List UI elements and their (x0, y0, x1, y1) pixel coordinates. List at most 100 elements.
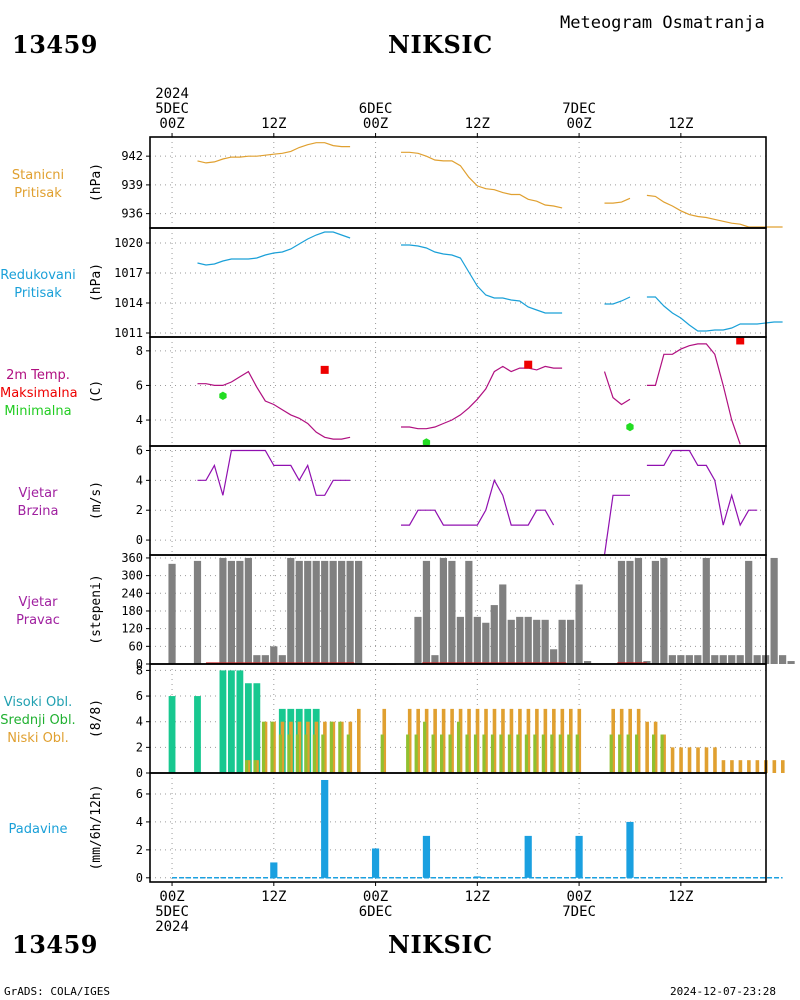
y-tick-label: 300 (121, 569, 143, 583)
meteogram-title: Meteogram Osmatranja (560, 13, 765, 33)
wind-direction-bar (753, 655, 761, 664)
x-tick-label-top: 12Z (465, 116, 490, 132)
wind-direction-bar (626, 560, 634, 664)
x-tick-label-top: 12Z (261, 116, 286, 132)
low-cloud-bar (560, 708, 565, 773)
low-cloud-bar (424, 708, 429, 773)
low-cloud-bar (306, 721, 310, 773)
stanicni-pritisak-line (197, 142, 783, 228)
wind-direction-bar (617, 560, 626, 664)
y-axis-unit: (hPa) (89, 263, 104, 302)
y-tick-label: 4 (136, 815, 143, 829)
mid-cloud-bar (338, 721, 342, 773)
wind-speed-line (197, 449, 758, 556)
y-tick-label: 6 (136, 378, 143, 392)
mid-cloud-bar (380, 734, 384, 773)
low-cloud-bar (738, 760, 743, 773)
wind-direction-bar (422, 560, 431, 664)
x-tick-label-bottom: 00Z (159, 889, 184, 905)
low-cloud-bar (679, 747, 683, 773)
y-tick-label: 4 (136, 413, 143, 427)
y-axis-unit: (m/s) (89, 481, 104, 520)
panel-label-cloud: Srednji Obl. (0, 712, 76, 728)
low-cloud-bar (535, 708, 539, 773)
station-name-top: NIKSIC (388, 30, 493, 59)
wind-direction-bar (227, 560, 236, 664)
mid-cloud-bar (440, 734, 444, 773)
precip-bar (473, 876, 481, 878)
low-cloud-bar (272, 721, 276, 773)
low-cloud-bar (297, 721, 302, 773)
y-tick-label: 360 (121, 551, 143, 565)
wind-direction-bar (668, 655, 676, 664)
y-tick-label: 1020 (114, 236, 143, 250)
wind-direction-bar (728, 655, 736, 664)
wind-direction-bar (634, 557, 643, 664)
mid-cloud-bar (431, 734, 435, 773)
low-cloud-bar (628, 708, 632, 773)
y-tick-label: 936 (121, 207, 143, 221)
low-cloud-bar (289, 721, 293, 773)
wind-direction-bar (261, 655, 269, 664)
wind-direction-bar (516, 616, 524, 664)
mid-cloud-bar (490, 734, 495, 773)
low-cloud-bar (509, 708, 514, 773)
y-axis-unit: (C) (89, 380, 104, 403)
low-cloud-bar (611, 708, 616, 773)
x-tick-label-bottom: 12Z (668, 889, 693, 905)
y-tick-label: 2 (136, 740, 143, 754)
wind-direction-bar (711, 655, 719, 664)
y-tick-label: 4 (136, 473, 143, 487)
low-cloud-bar (696, 747, 700, 773)
y-tick-label: 6 (136, 787, 143, 801)
y-tick-label: 1011 (114, 326, 143, 340)
wind-direction-bar (355, 560, 363, 664)
mid-cloud-bar (482, 734, 486, 773)
mid-cloud-bar (346, 734, 350, 773)
y-tick-label: 1014 (114, 296, 143, 310)
x-tick-label-top: 5DEC (155, 101, 189, 117)
low-cloud-bar (340, 721, 344, 773)
mid-cloud-bar (567, 734, 571, 773)
x-tick-label-top: 12Z (668, 116, 693, 132)
mid-cloud-bar (550, 734, 554, 773)
y-tick-label: 60 (129, 639, 143, 653)
wind-direction-bar (329, 560, 337, 664)
wind-direction-bar (414, 616, 422, 664)
low-cloud-bar (569, 708, 573, 773)
tmax-marker (736, 336, 745, 345)
y-tick-label: 0 (136, 766, 143, 780)
precip-bar (575, 835, 583, 878)
x-tick-label-bottom: 7DEC (562, 904, 596, 920)
mid-cloud-bar (414, 734, 418, 773)
wind-direction-bar (787, 661, 795, 664)
low-cloud-bar (348, 721, 353, 773)
panel-label-temp: Minimalna (4, 403, 72, 419)
mid-cloud-bar (652, 734, 656, 773)
low-cloud-bar (552, 708, 556, 773)
mid-cloud-bar (321, 734, 325, 773)
station-id-bottom: 13459 (12, 930, 98, 959)
mid-cloud-bar (304, 734, 308, 773)
low-cloud-bar (407, 708, 412, 773)
low-cloud-bar (755, 760, 760, 773)
x-tick-label-bottom: 6DEC (359, 904, 393, 920)
wind-direction-bar (338, 560, 346, 664)
wind-direction-bar (779, 655, 787, 664)
y-axis-unit: (8/8) (89, 699, 104, 738)
low-cloud-bar (323, 721, 327, 773)
low-cloud-bar (781, 760, 785, 773)
panel-label-precip: Padavine (8, 821, 68, 837)
panel-label-temp: Maksimalna (0, 385, 78, 401)
low-cloud-bar (280, 721, 285, 773)
wind-direction-bar (346, 560, 354, 664)
mid-cloud-bar (507, 734, 512, 773)
panel-label-cloud: Niski Obl. (7, 730, 69, 746)
wind-direction-bar (719, 655, 727, 664)
high-cloud-bar (168, 696, 176, 773)
wind-direction-bar (321, 560, 329, 664)
y-tick-label: 0 (136, 533, 143, 547)
low-cloud-bar (467, 708, 471, 773)
low-cloud-bar (619, 708, 624, 773)
low-cloud-bar (263, 721, 268, 773)
